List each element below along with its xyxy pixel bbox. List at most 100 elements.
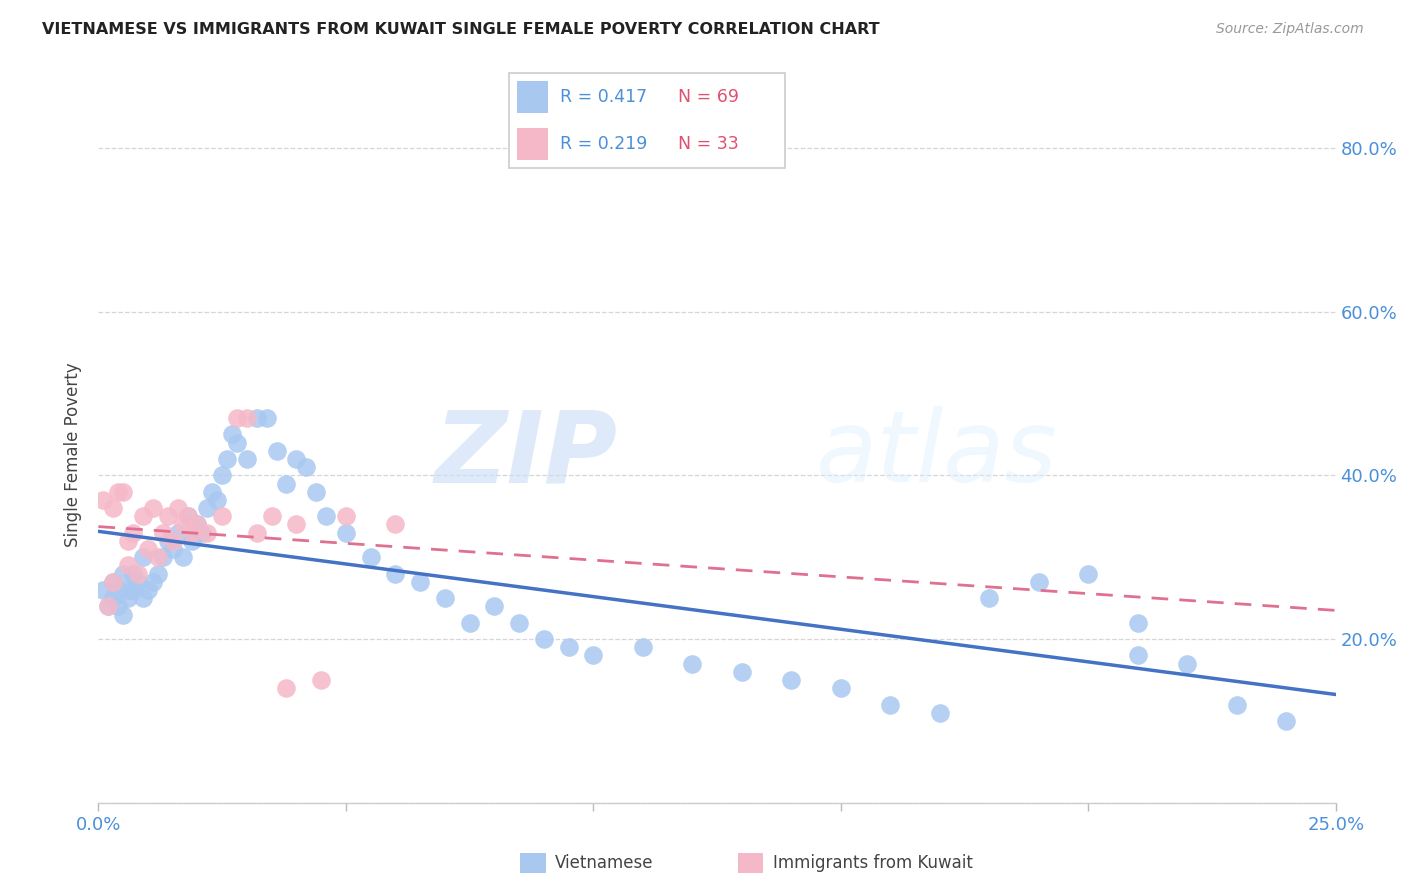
Point [830,681,852,696]
Point [127,574,149,589]
Point [122,525,145,540]
Point [122,582,145,597]
Point [132,550,155,565]
Point [295,460,318,475]
Point [107,599,129,614]
Point [205,492,228,507]
Point [201,484,224,499]
Point [156,509,179,524]
Point [103,574,125,589]
Point [211,509,233,524]
Point [335,525,357,540]
Point [879,698,901,712]
Point [256,411,278,425]
Point [276,476,298,491]
Point [107,484,129,499]
Point [117,558,139,573]
Point [191,525,214,540]
Point [156,533,179,548]
Point [93,492,115,507]
Point [305,484,328,499]
Point [93,582,115,597]
Point [309,673,332,687]
Point [103,501,125,516]
Point [631,640,654,655]
Point [186,517,208,532]
Point [211,468,233,483]
Point [181,525,204,540]
Point [162,533,184,548]
Point [132,509,155,524]
Text: Source: ZipAtlas.com: Source: ZipAtlas.com [1216,22,1364,37]
Point [1275,714,1298,728]
Point [266,443,288,458]
Text: R = 0.219: R = 0.219 [560,135,647,153]
FancyBboxPatch shape [738,854,763,873]
Point [1028,574,1050,589]
Point [731,665,754,679]
Point [226,435,249,450]
Point [146,566,169,581]
Point [142,574,165,589]
FancyBboxPatch shape [520,854,546,873]
Point [221,427,243,442]
Text: N = 69: N = 69 [678,88,738,106]
Point [1175,657,1198,671]
Point [176,509,198,524]
Point [557,640,579,655]
Point [112,566,135,581]
Point [285,517,308,532]
Point [384,566,406,581]
Point [484,599,506,614]
Point [97,599,120,614]
Text: atlas: atlas [815,407,1057,503]
FancyBboxPatch shape [517,81,548,112]
Text: Immigrants from Kuwait: Immigrants from Kuwait [773,855,973,872]
Point [172,517,194,532]
Point [276,681,298,696]
Point [112,484,135,499]
Point [315,509,337,524]
Point [103,591,125,606]
Text: R = 0.417: R = 0.417 [560,88,647,106]
Point [127,566,149,581]
Point [195,525,218,540]
Text: Vietnamese: Vietnamese [555,855,654,872]
Point [162,542,184,557]
FancyBboxPatch shape [517,128,548,160]
Text: ZIP: ZIP [434,407,619,503]
Point [146,550,169,565]
Point [285,452,308,467]
Point [166,525,188,540]
Point [409,574,432,589]
Point [1126,615,1149,630]
Point [132,591,155,606]
Point [780,673,803,687]
Point [226,411,249,425]
FancyBboxPatch shape [509,73,785,168]
Point [533,632,555,646]
Point [181,533,204,548]
Point [152,525,174,540]
Point [217,452,239,467]
Point [384,517,406,532]
Point [122,566,145,581]
Point [236,411,259,425]
Point [152,550,174,565]
Point [458,615,481,630]
Text: VIETNAMESE VS IMMIGRANTS FROM KUWAIT SINGLE FEMALE POVERTY CORRELATION CHART: VIETNAMESE VS IMMIGRANTS FROM KUWAIT SIN… [42,22,880,37]
Point [246,411,269,425]
Point [681,657,703,671]
Point [166,501,188,516]
Point [112,607,135,622]
Point [260,509,283,524]
Point [1077,566,1099,581]
Point [360,550,382,565]
Point [117,582,139,597]
Point [246,525,269,540]
Point [582,648,605,663]
Point [195,501,218,516]
Point [142,501,165,516]
Point [236,452,259,467]
Point [176,509,198,524]
